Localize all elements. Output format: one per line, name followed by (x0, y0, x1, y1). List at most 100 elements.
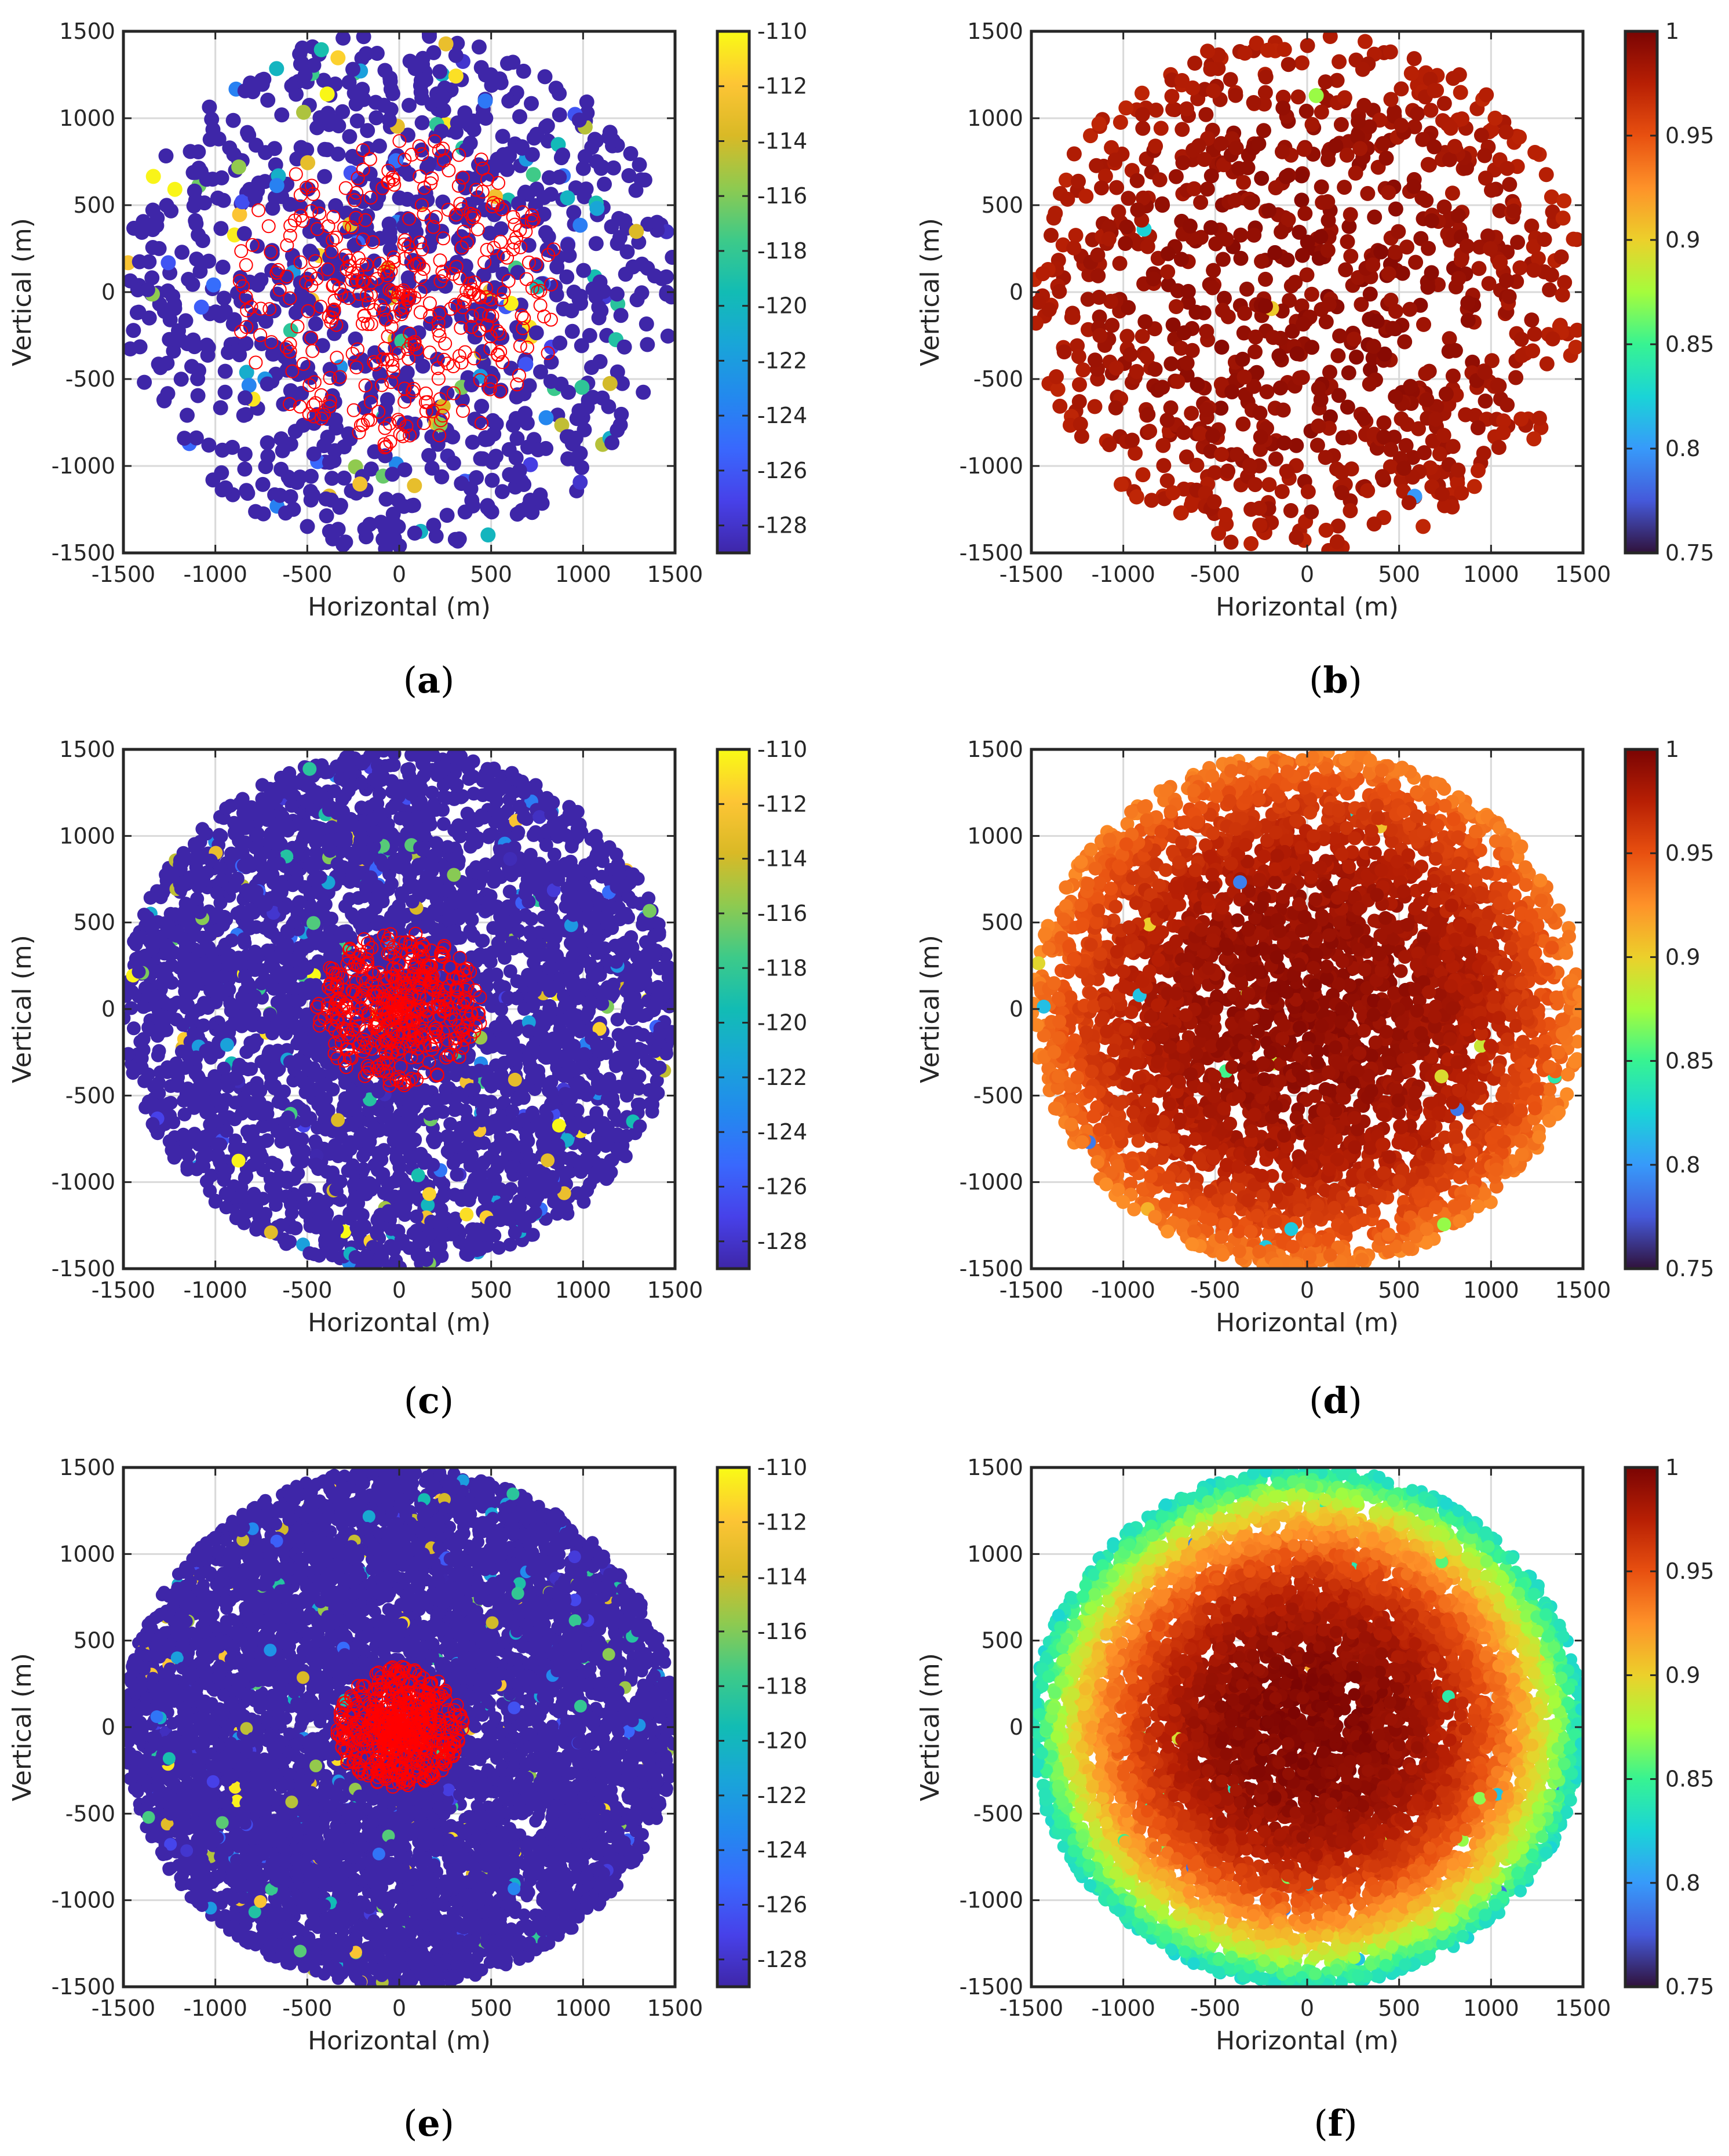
scatter-point (275, 994, 289, 1008)
y-tick-label: -500 (973, 366, 1023, 392)
scatter-point (1254, 253, 1270, 269)
scatter-point (1510, 235, 1526, 250)
highlight-circle (323, 371, 337, 385)
scatter-point (1144, 493, 1159, 508)
scatter-point (216, 290, 232, 306)
scatter-point (1557, 275, 1573, 290)
highlight-circle (467, 275, 482, 290)
scatter-point (1101, 219, 1117, 235)
scatter-point (1163, 400, 1179, 416)
scatter-point (1483, 241, 1498, 256)
scatter-point (394, 333, 410, 349)
highlight-circle (541, 346, 555, 360)
scatter-point (1311, 418, 1326, 434)
scatter-point (660, 328, 675, 344)
x-tick-label: 0 (1300, 562, 1314, 587)
scatter-point (1495, 425, 1511, 440)
highlight-circle (469, 183, 483, 197)
scatter-point (371, 139, 387, 154)
scatter-point (1487, 110, 1503, 126)
scatter-point (1124, 432, 1140, 448)
scatter-point (1199, 402, 1214, 417)
highlight-circle (491, 198, 505, 212)
scatter-point (517, 184, 533, 200)
scatter-point (1160, 264, 1176, 280)
scatter-point (1205, 428, 1221, 443)
highlight-circle (304, 179, 319, 193)
scatter-point (589, 154, 604, 169)
scatter-point (1367, 209, 1383, 225)
highlight-circle (239, 258, 253, 272)
scatter-point (619, 244, 635, 260)
highlight-circle (386, 365, 400, 379)
scatter-point (1176, 425, 1192, 440)
highlight-circle (323, 399, 337, 414)
highlight-circle (397, 381, 412, 396)
scatter-point (1323, 409, 1338, 425)
scatter-point (385, 467, 400, 482)
scatter-point (300, 155, 316, 170)
scatter-point (191, 227, 206, 243)
highlight-circle (308, 396, 323, 410)
scatter-point (585, 281, 601, 297)
scatter-point (1135, 85, 1150, 101)
highlight-circle (314, 411, 329, 426)
scatter-point (1358, 34, 1373, 49)
scatter-point (205, 122, 221, 137)
scatter-point (1243, 195, 1259, 210)
highlight-circle (528, 257, 543, 271)
scatter-point (1147, 362, 1163, 377)
highlight-circle (326, 210, 341, 224)
scatter-point (265, 926, 279, 940)
highlight-circle (454, 355, 469, 370)
scatter-point (422, 31, 437, 44)
scatter-point (269, 61, 284, 77)
scatter-point (1279, 464, 1294, 479)
panel-a: -1500 -1000 -500 0 500 1000 1500150010005000-5… (8, 19, 807, 701)
highlight-circle (459, 283, 474, 298)
highlight-circle (245, 238, 260, 252)
scatter-point (552, 335, 568, 351)
highlight-circle (340, 262, 354, 276)
scatter-point (1447, 343, 1463, 358)
scatter-point (594, 390, 610, 406)
highlight-circle (482, 308, 497, 323)
scatter-point (1356, 97, 1372, 113)
scatter-point (1121, 191, 1136, 206)
scatter-point (362, 166, 378, 181)
scatter-point (1249, 35, 1264, 51)
scatter-point (1041, 302, 1057, 318)
scatter-point (294, 55, 309, 71)
scatter-point (1492, 203, 1508, 218)
scatter-point (1228, 88, 1243, 103)
scatter-point (1137, 314, 1153, 330)
scatter-point (477, 93, 493, 109)
highlight-circle (491, 176, 505, 190)
scatter-point (302, 243, 318, 259)
scatter-point (184, 359, 199, 374)
scatter-point (1260, 42, 1275, 58)
scatter-point (524, 505, 540, 520)
scatter-point (1553, 249, 1569, 265)
scatter-point (228, 1133, 243, 1148)
scatter-point (1405, 450, 1421, 465)
scatter-point (1114, 476, 1129, 492)
scatter-point (338, 534, 353, 550)
scatter-point (1059, 172, 1074, 188)
scatter-point (1476, 446, 1491, 461)
scatter-point (1308, 88, 1324, 103)
scatter-point (1411, 421, 1426, 436)
scatter-point (194, 299, 209, 315)
highlight-circle (366, 235, 380, 249)
scatter-point (1334, 485, 1349, 500)
scatter-point (213, 221, 229, 236)
scatter-point (1073, 416, 1088, 432)
scatter-point (1330, 348, 1346, 363)
scatter-point (217, 384, 233, 400)
scatter-point (650, 1073, 664, 1088)
scatter-point (196, 1018, 211, 1033)
scatter-point (160, 386, 176, 402)
scatter-point (1366, 516, 1382, 532)
scatter-point (1471, 463, 1486, 478)
scatter-point (1374, 469, 1390, 485)
